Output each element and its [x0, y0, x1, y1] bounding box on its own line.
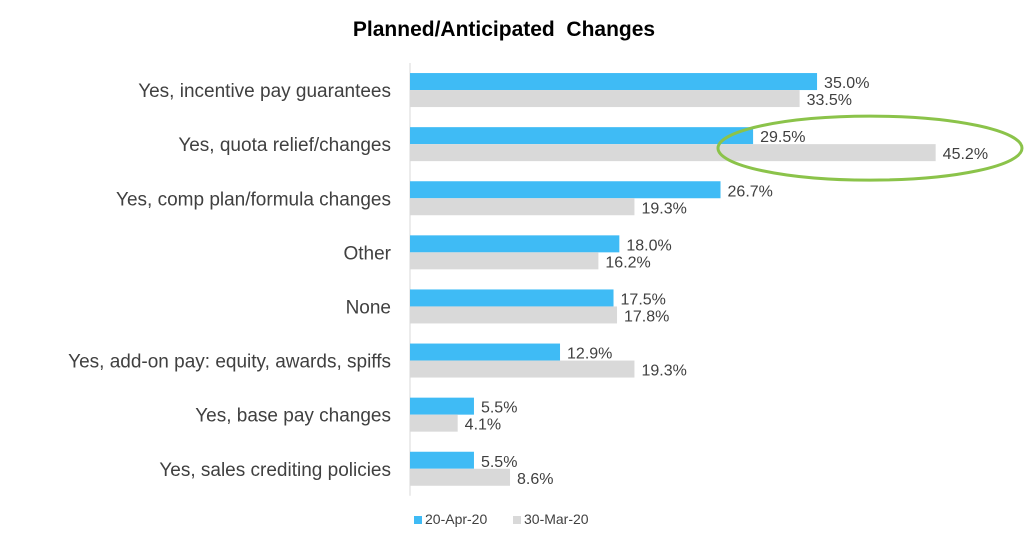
data-label: 33.5% — [807, 92, 852, 109]
category-label: Yes, base pay changes — [195, 406, 391, 427]
category-label: Other — [343, 243, 391, 264]
chart-title: Planned/Anticipated Changes — [353, 18, 655, 41]
highlight-ellipse — [716, 114, 1024, 182]
legend-swatch — [513, 516, 521, 524]
bar-mar — [410, 144, 936, 162]
data-label: 8.6% — [517, 471, 553, 488]
bar-mar — [410, 468, 511, 486]
category-label: Yes, comp plan/formula changes — [116, 189, 391, 210]
bar-mar — [410, 90, 800, 108]
bar-apr — [410, 73, 818, 91]
bar-mar — [410, 198, 635, 216]
data-label: 5.5% — [481, 454, 517, 471]
data-label: 17.8% — [624, 308, 669, 325]
bar-apr — [410, 397, 474, 415]
data-label: 19.3% — [641, 363, 686, 380]
data-label: 19.3% — [641, 200, 686, 217]
data-label: 18.0% — [626, 237, 671, 254]
category-label: Yes, sales crediting policies — [159, 460, 391, 481]
data-label: 35.0% — [824, 75, 869, 92]
data-label: 5.5% — [481, 400, 517, 417]
data-label: 17.5% — [621, 291, 666, 308]
data-label: 29.5% — [760, 129, 805, 146]
bar-apr — [410, 181, 721, 199]
legend-label: 20-Apr-20 — [425, 511, 487, 527]
category-label: Yes, incentive pay guarantees — [138, 81, 391, 102]
bar-mar — [410, 252, 599, 270]
category-label: Yes, quota relief/changes — [178, 135, 391, 156]
bar-apr — [410, 235, 620, 253]
data-label: 4.1% — [465, 417, 501, 434]
legend-label: 30-Mar-20 — [524, 511, 589, 527]
category-label: None — [346, 297, 391, 318]
legend: 20-Apr-20 30-Mar-20 — [414, 511, 589, 527]
bar-mar — [410, 306, 618, 324]
data-label: 45.2% — [943, 146, 988, 163]
legend-swatch — [414, 516, 422, 524]
bar-apr — [410, 343, 561, 361]
bar-apr — [410, 451, 474, 469]
bar-mar — [410, 414, 458, 432]
bar-apr — [410, 289, 614, 307]
data-label: 12.9% — [567, 346, 612, 363]
plot-area: Yes, incentive pay guarantees 35.0%33.5% Y… — [68, 63, 1024, 496]
bar-mar — [410, 360, 635, 378]
bar-apr — [410, 127, 754, 145]
category-label: Yes, add-on pay: equity, awards, spiffs — [68, 352, 391, 373]
data-label: 26.7% — [728, 183, 773, 200]
data-label: 16.2% — [605, 254, 650, 271]
